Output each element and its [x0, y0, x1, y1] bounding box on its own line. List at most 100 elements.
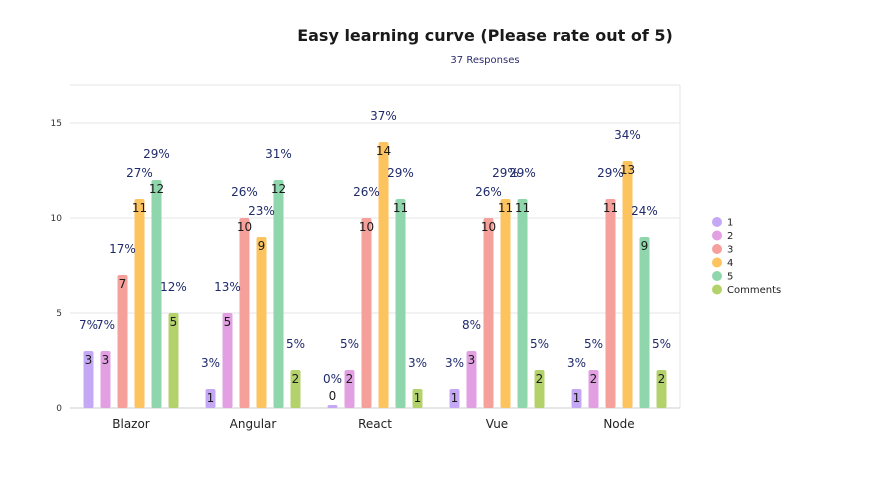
bar-value-label: 11: [393, 201, 408, 215]
bar: [656, 370, 667, 408]
bar-percent-label: 5%: [530, 337, 549, 351]
bar: [412, 389, 423, 408]
legend-label: 2: [727, 231, 733, 242]
bar-percent-label: 27%: [126, 166, 153, 180]
y-tick-label: 10: [51, 214, 63, 224]
bar-percent-label: 34%: [614, 128, 641, 142]
bar: [361, 218, 372, 408]
bar: [151, 180, 162, 408]
bar-value-label: 11: [603, 201, 618, 215]
bar-value-label: 9: [258, 239, 266, 253]
legend-label: 4: [727, 258, 733, 269]
bar-value-label: 11: [515, 201, 530, 215]
bar-value-label: 10: [237, 220, 252, 234]
bar-value-label: 1: [414, 391, 422, 405]
bar: [517, 199, 528, 408]
bar: [100, 351, 111, 408]
bar-value-label: 1: [573, 391, 581, 405]
legend: 1 2 3 4 5 Comments: [712, 217, 781, 296]
legend-marker: [712, 271, 722, 281]
bar-percent-label: 29%: [509, 166, 536, 180]
bar: [344, 370, 355, 408]
x-category-label: Blazor: [112, 417, 150, 431]
x-category-label: Node: [603, 417, 634, 431]
bar: [290, 370, 301, 408]
bar-percent-label: 5%: [584, 337, 603, 351]
bar-percent-label: 29%: [387, 166, 414, 180]
bar: [639, 237, 650, 408]
legend-label: 3: [727, 245, 733, 256]
bar: [205, 389, 216, 408]
bar-percent-label: 5%: [340, 337, 359, 351]
y-tick-label: 5: [56, 309, 62, 319]
bar-value-label: 14: [376, 144, 391, 158]
bar-percent-label: 7%: [79, 318, 98, 332]
bar-percent-label: 3%: [567, 356, 586, 370]
bar-value-label: 3: [468, 353, 476, 367]
bar-value-label: 7: [119, 277, 127, 291]
bar: [534, 370, 545, 408]
chart-subtitle: 37 Responses: [450, 55, 520, 66]
bar-value-label: 1: [451, 391, 459, 405]
bar-value-label: 2: [658, 372, 666, 386]
bar: [449, 389, 460, 408]
x-category-label: Angular: [230, 417, 277, 431]
bar-value-label: 2: [292, 372, 300, 386]
y-tick-label: 15: [51, 119, 62, 129]
bar-value-label: 11: [132, 201, 147, 215]
bar-percent-label: 23%: [248, 204, 275, 218]
bar: [605, 199, 616, 408]
bar: [168, 313, 179, 408]
bar: [83, 351, 94, 408]
bar-value-label: 5: [224, 315, 232, 329]
bar-percent-label: 3%: [408, 356, 427, 370]
bar-percent-label: 26%: [353, 185, 380, 199]
bar: [378, 142, 389, 408]
bar-value-label: 2: [536, 372, 544, 386]
bar-percent-label: 29%: [143, 147, 170, 161]
bar-percent-label: 3%: [445, 356, 464, 370]
bar: [500, 199, 511, 408]
bar-value-label: 13: [620, 163, 635, 177]
bar-percent-label: 24%: [631, 204, 658, 218]
bar-value-label: 2: [590, 372, 598, 386]
bar-percent-label: 12%: [160, 280, 187, 294]
bar-value-label: 9: [641, 239, 649, 253]
legend-label: Comments: [727, 285, 781, 296]
legend-marker: [712, 284, 722, 295]
bar-value-label: 0: [329, 389, 337, 403]
bar-percent-label: 5%: [652, 337, 671, 351]
chart-title: Easy learning curve (Please rate out of …: [297, 26, 673, 45]
bar-value-label: 3: [102, 353, 110, 367]
bar-percent-label: 5%: [286, 337, 305, 351]
legend-label: 1: [727, 218, 733, 229]
bar-percent-label: 29%: [492, 166, 519, 180]
bar: [588, 370, 599, 408]
bar-value-label: 10: [481, 220, 496, 234]
bar-value-label: 11: [498, 201, 513, 215]
bar-percent-label: 31%: [265, 147, 292, 161]
legend-marker: [712, 244, 722, 254]
bar: [273, 180, 284, 408]
x-category-label: React: [358, 417, 392, 431]
bar: [483, 218, 494, 408]
bar: [134, 199, 145, 408]
bar-value-label: 3: [85, 353, 93, 367]
bar-percent-label: 37%: [370, 109, 397, 123]
bar: [117, 275, 128, 408]
bars-layer: [83, 142, 667, 408]
bar-percent-label: 26%: [475, 185, 502, 199]
bar-percent-label: 26%: [231, 185, 258, 199]
bar-value-label: 2: [346, 372, 354, 386]
bar-percent-label: 3%: [201, 356, 220, 370]
bar-percent-label: 13%: [214, 280, 241, 294]
bar: [571, 389, 582, 408]
bar: [327, 405, 338, 408]
bar: [239, 218, 250, 408]
legend-marker: [712, 257, 722, 268]
bar-value-label: 12: [149, 182, 164, 196]
bar-value-label: 12: [271, 182, 286, 196]
bar: [622, 161, 633, 408]
legend-marker: [712, 230, 722, 241]
